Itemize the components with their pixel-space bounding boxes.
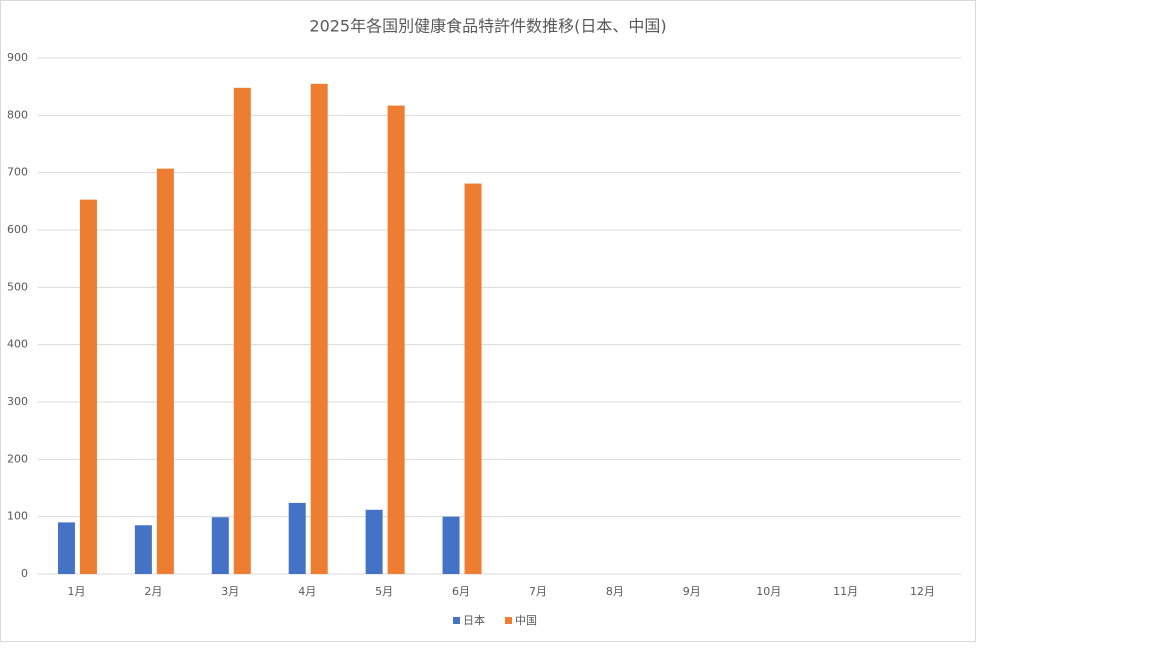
bar — [134, 525, 152, 574]
x-tick-label: 4月 — [298, 585, 316, 598]
x-tick-label: 12月 — [910, 585, 935, 598]
x-tick-label: 9月 — [683, 585, 701, 598]
x-tick-label: 7月 — [529, 585, 547, 598]
x-tick-label: 1月 — [67, 585, 85, 598]
x-tick-label: 3月 — [221, 585, 239, 598]
legend-label: 中国 — [515, 614, 537, 627]
bar — [464, 183, 482, 574]
y-tick-label: 200 — [7, 452, 28, 465]
y-tick-label: 500 — [7, 280, 28, 293]
bar — [310, 83, 328, 575]
bar — [288, 502, 306, 574]
x-tick-label: 6月 — [452, 585, 470, 598]
legend-label: 日本 — [463, 613, 485, 627]
x-tick-label: 8月 — [606, 585, 624, 598]
y-tick-label: 700 — [7, 166, 28, 179]
y-tick-label: 800 — [7, 108, 28, 121]
bar — [79, 199, 97, 574]
bar — [211, 517, 229, 574]
chart-title: 2025年各国別健康食品特許件数推移(日本、中国) — [309, 17, 666, 36]
x-tick-label: 2月 — [144, 585, 162, 598]
legend-swatch — [505, 617, 512, 624]
legend-swatch — [453, 617, 460, 624]
bar — [387, 105, 405, 574]
y-tick-label: 300 — [7, 395, 28, 408]
bar — [156, 168, 174, 575]
bar — [233, 87, 251, 575]
bar — [442, 516, 460, 574]
x-tick-label: 5月 — [375, 585, 393, 598]
x-tick-label: 10月 — [756, 585, 781, 598]
y-tick-label: 900 — [7, 51, 28, 64]
y-tick-label: 600 — [7, 223, 28, 236]
x-tick-label: 11月 — [833, 585, 858, 598]
y-tick-label: 100 — [7, 510, 28, 523]
bar — [365, 509, 383, 574]
bar — [57, 522, 75, 574]
y-tick-label: 400 — [7, 338, 28, 351]
y-tick-label: 0 — [21, 567, 28, 580]
